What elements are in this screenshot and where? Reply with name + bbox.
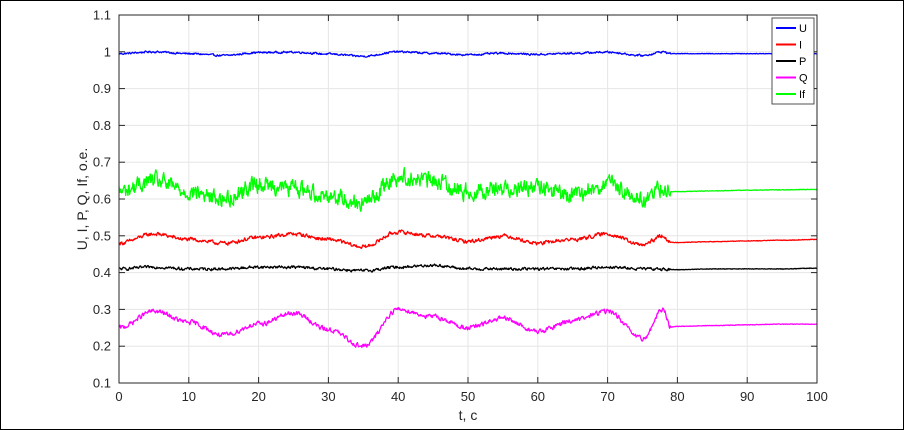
x-tick-label: 40 (391, 389, 405, 404)
y-tick-label: 1.1 (93, 8, 111, 23)
x-tick-label: 50 (461, 389, 475, 404)
x-tick-labels: 0 10 20 30 40 50 60 70 80 90 100 (115, 389, 827, 404)
y-tick-label: 0.6 (93, 192, 111, 207)
y-tick-label: 0.2 (93, 339, 111, 354)
x-tick-label: 80 (670, 389, 684, 404)
y-tick-label: 0.3 (93, 302, 111, 317)
y-tick-label: 0.4 (93, 265, 111, 280)
y-tick-label: 1 (104, 44, 111, 59)
series-line-i (118, 229, 818, 250)
x-tick-label: 10 (182, 389, 196, 404)
y-tick-label: 0.9 (93, 81, 111, 96)
x-tick-label: 0 (115, 389, 122, 404)
y-tick-label: 0.8 (93, 118, 111, 133)
y-tick-label: 0.5 (93, 228, 111, 243)
series-layer (118, 50, 818, 349)
y-tick-label: 0.1 (93, 376, 111, 391)
y-tick-labels: 0.1 0.2 0.3 0.4 0.5 0.6 0.7 0.8 0.9 1 1.1 (93, 8, 111, 391)
legend-label-q: Q (799, 73, 808, 85)
x-tick-label: 90 (740, 389, 754, 404)
ticks (118, 14, 818, 384)
legend-label-if: If (799, 89, 806, 101)
series-line-p (118, 263, 818, 273)
series-line-q (118, 307, 818, 349)
series-line-if (118, 166, 818, 212)
legend-label-p: P (799, 56, 806, 68)
y-axis-label: U, I, P, Q, If, o.e. (74, 148, 90, 250)
legend-label-u: U (799, 23, 807, 35)
x-tick-label: 60 (531, 389, 545, 404)
x-axis-label: t, c (459, 407, 478, 423)
x-tick-label: 70 (600, 389, 614, 404)
x-tick-label: 30 (321, 389, 335, 404)
series-line-u (118, 50, 818, 58)
x-tick-label: 20 (251, 389, 265, 404)
legend-label-i: I (799, 40, 802, 52)
y-tick-label: 0.7 (93, 155, 111, 170)
x-tick-label: 100 (806, 389, 828, 404)
